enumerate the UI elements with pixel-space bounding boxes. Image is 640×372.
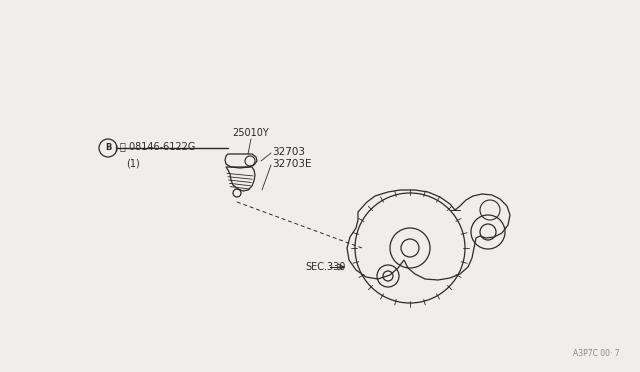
Text: (1): (1)	[126, 158, 140, 168]
Text: 25010Y: 25010Y	[232, 128, 269, 138]
Text: SEC.330: SEC.330	[305, 262, 346, 272]
Text: 32703: 32703	[272, 147, 305, 157]
Text: 32703E: 32703E	[272, 159, 312, 169]
Text: A3P7C 00· 7: A3P7C 00· 7	[573, 349, 620, 358]
Text: Ⓑ 08146-6122G: Ⓑ 08146-6122G	[120, 141, 195, 151]
Text: B: B	[105, 144, 111, 153]
